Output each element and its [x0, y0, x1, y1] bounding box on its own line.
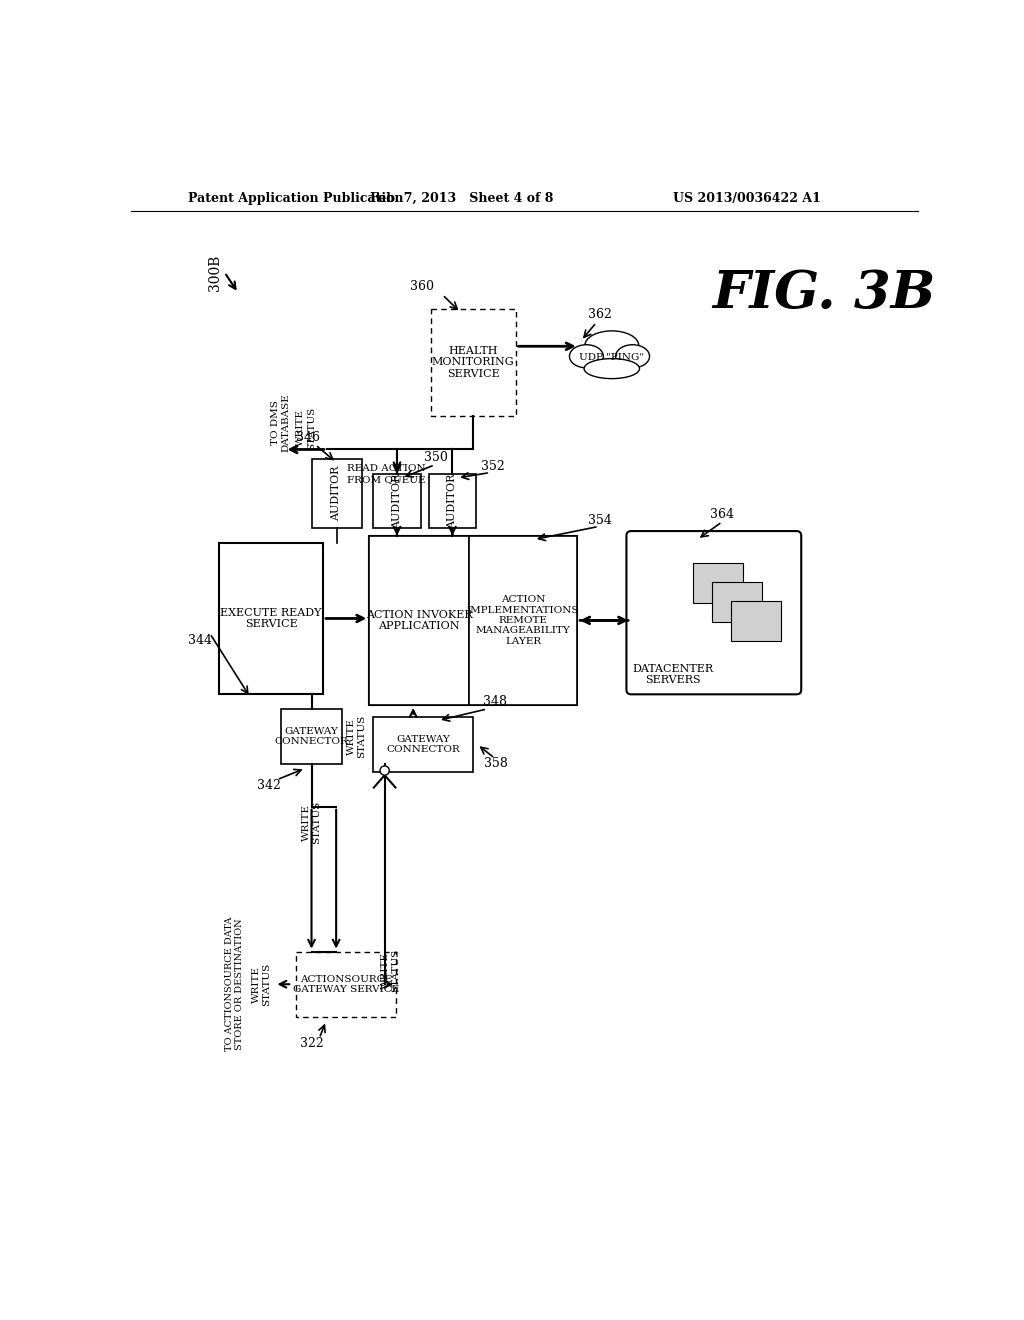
Bar — [370, 536, 578, 705]
Ellipse shape — [615, 345, 649, 368]
Text: GATEWAY
CONNECTOR: GATEWAY CONNECTOR — [386, 735, 460, 754]
Text: TO ACTIONSOURCE DATA
STORE OR DESTINATION: TO ACTIONSOURCE DATA STORE OR DESTINATIO… — [225, 917, 244, 1052]
Text: 348: 348 — [482, 694, 507, 708]
Text: WRITE
STATUS: WRITE STATUS — [302, 800, 322, 843]
Text: Feb. 7, 2013   Sheet 4 of 8: Feb. 7, 2013 Sheet 4 of 8 — [370, 191, 553, 205]
Text: Patent Application Publication: Patent Application Publication — [188, 191, 403, 205]
Bar — [311, 459, 361, 528]
Text: 344: 344 — [187, 635, 212, 648]
Bar — [731, 601, 781, 642]
Text: 346: 346 — [296, 430, 319, 444]
Text: ACTIONSOURCE
GATEWAY SERVICE: ACTIONSOURCE GATEWAY SERVICE — [293, 974, 399, 994]
Text: 300B: 300B — [208, 255, 222, 290]
Text: 354: 354 — [589, 513, 612, 527]
Text: 358: 358 — [484, 758, 508, 770]
Bar — [373, 474, 421, 528]
Text: FIG. 3B: FIG. 3B — [712, 268, 935, 318]
Text: 350: 350 — [424, 450, 449, 463]
Bar — [469, 536, 578, 705]
Circle shape — [380, 766, 389, 775]
Bar — [712, 582, 762, 622]
Text: 360: 360 — [410, 280, 433, 293]
Bar — [429, 474, 476, 528]
Bar — [692, 562, 742, 603]
Ellipse shape — [585, 331, 639, 360]
Text: DATACENTER
SERVERS: DATACENTER SERVERS — [633, 664, 714, 685]
Text: 362: 362 — [589, 308, 612, 321]
Text: AUDITOR: AUDITOR — [392, 474, 402, 529]
Text: AUDITOR: AUDITOR — [332, 466, 342, 521]
Bar — [373, 717, 473, 772]
FancyBboxPatch shape — [627, 531, 801, 694]
Text: US 2013/0036422 A1: US 2013/0036422 A1 — [673, 191, 820, 205]
Ellipse shape — [584, 359, 640, 379]
Bar — [370, 536, 469, 705]
Text: HEALTH
MONITORING
SERVICE: HEALTH MONITORING SERVICE — [432, 346, 514, 379]
Text: 322: 322 — [300, 1038, 324, 1051]
Text: WRITE
STATUS: WRITE STATUS — [252, 962, 271, 1006]
Text: READ ACTION
FROM QUEUE: READ ACTION FROM QUEUE — [346, 465, 425, 484]
Text: 342: 342 — [257, 779, 282, 792]
Text: GATEWAY
CONNECTOR: GATEWAY CONNECTOR — [274, 727, 348, 746]
Bar — [281, 709, 342, 764]
Text: WRITE
STATUS: WRITE STATUS — [296, 407, 315, 450]
Text: 352: 352 — [481, 459, 505, 473]
Text: ACTION INVOKER
APPLICATION: ACTION INVOKER APPLICATION — [366, 610, 472, 631]
Bar — [296, 952, 396, 1016]
Text: TO DMS
DATABASE: TO DMS DATABASE — [271, 393, 291, 451]
Text: AUDITOR: AUDITOR — [447, 474, 458, 529]
Bar — [219, 544, 323, 693]
Text: EXECUTE READY
SERVICE: EXECUTE READY SERVICE — [220, 607, 322, 630]
Text: UDP "PING": UDP "PING" — [580, 352, 644, 362]
Text: WRITE
STATUS: WRITE STATUS — [381, 949, 400, 993]
Text: WRITE
STATUS: WRITE STATUS — [346, 715, 366, 758]
Text: 364: 364 — [710, 508, 734, 520]
Ellipse shape — [569, 345, 603, 368]
Text: ACTION
IMPLEMENTATIONS
REMOTE
MANAGEABILITY
LAYER: ACTION IMPLEMENTATIONS REMOTE MANAGEABIL… — [467, 595, 580, 645]
Bar — [431, 309, 515, 416]
